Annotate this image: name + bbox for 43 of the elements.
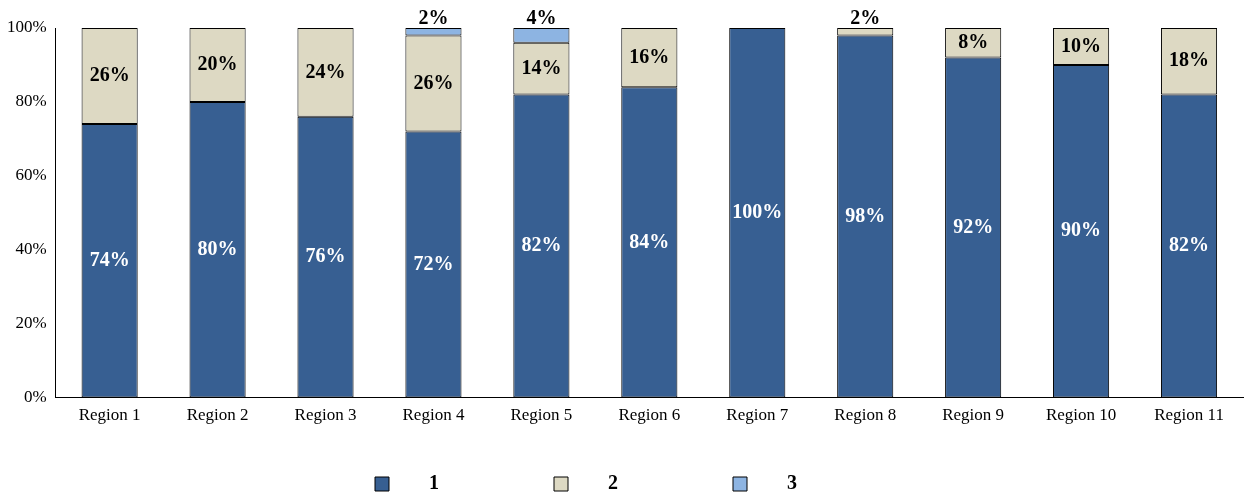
data-label: 4% [526,6,557,29]
data-label: 84% [629,229,670,252]
x-tick-label: Region 6 [618,405,681,425]
data-label: 82% [521,233,562,256]
data-label: 2% [418,6,449,29]
data-label: 2% [850,6,881,29]
data-label: 8% [958,29,989,52]
x-tick-label: Region 7 [726,405,789,425]
x-tick-label: Region 10 [1045,405,1117,425]
x-tick-label: Region 1 [78,405,141,425]
data-label: 26% [89,63,130,86]
data-label: 90% [1061,218,1102,241]
legend-label: 1 [399,471,514,494]
y-tick-label: 40% [15,239,47,259]
data-label: 92% [953,214,994,237]
data-label: 74% [89,248,130,271]
data-label: 80% [197,236,238,259]
data-label: 20% [197,52,238,75]
x-tick-label: Region 9 [942,405,1005,425]
data-label: 10% [1061,33,1102,56]
data-label: 98% [845,203,886,226]
x-tick-label: Region 5 [510,405,573,425]
x-tick-label: Region 2 [186,405,249,425]
data-label: 26% [413,70,454,93]
data-label: 100% [732,199,783,222]
x-tick-label: Region 8 [834,405,897,425]
data-label: 82% [1169,233,1210,256]
x-tick-label: Region 4 [402,405,465,425]
data-label: 14% [521,55,562,78]
data-label: 76% [305,244,346,267]
legend-label: 2 [578,471,693,494]
y-tick-label: 20% [15,313,47,333]
data-label: 72% [413,251,454,274]
data-label: 24% [305,59,346,82]
x-tick-label: Region 11 [1154,405,1224,425]
legend-label: 3 [757,471,872,494]
y-tick-label: 80% [15,91,47,111]
y-tick-label: 60% [15,165,47,185]
y-tick-label: 0% [23,387,47,407]
data-label: 18% [1169,48,1210,71]
x-tick-label: Region 3 [294,405,357,425]
y-tick-label: 100% [6,17,47,37]
data-label: 16% [629,44,670,67]
